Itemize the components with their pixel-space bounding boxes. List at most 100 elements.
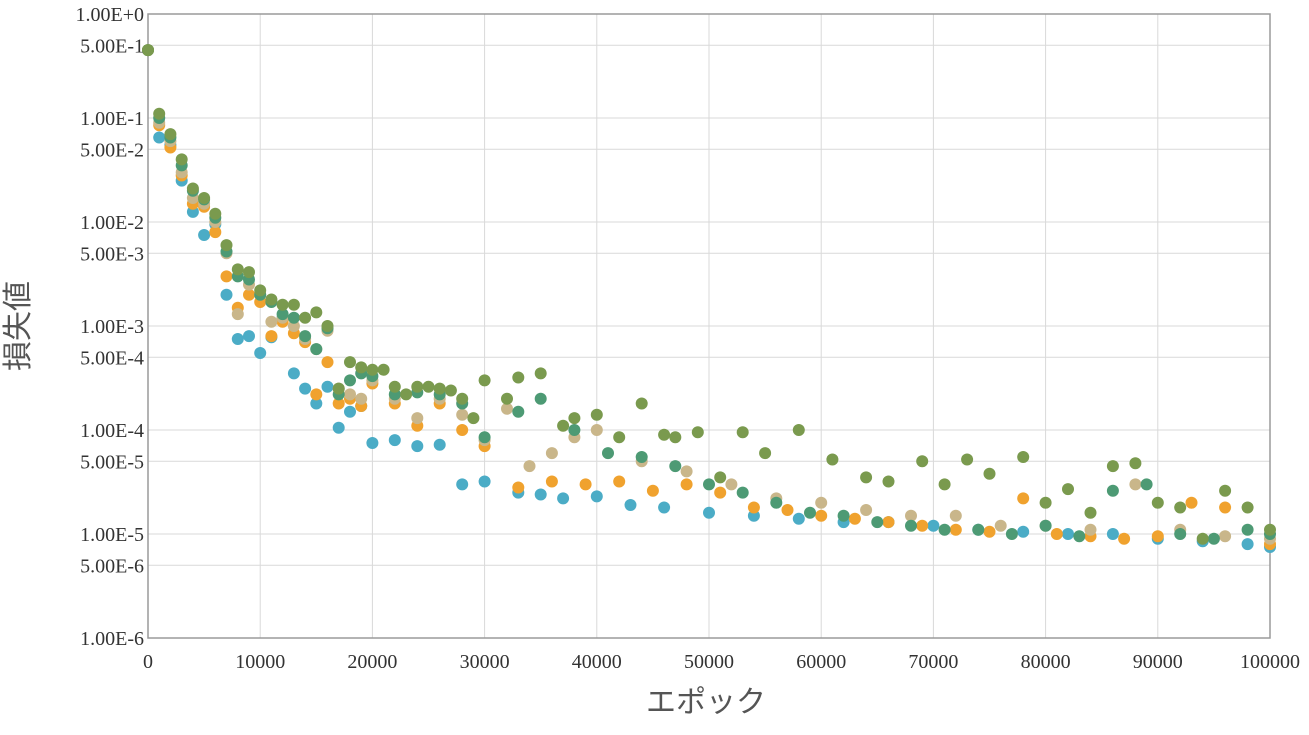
data-point	[1219, 501, 1232, 514]
data-point	[949, 523, 962, 536]
data-point	[265, 315, 278, 328]
data-point	[478, 475, 491, 488]
y-tick-label: 1.00E+0	[76, 4, 145, 26]
data-point	[691, 426, 704, 439]
data-point	[1151, 496, 1164, 509]
data-point	[972, 523, 985, 536]
data-point	[815, 509, 828, 522]
data-point	[882, 475, 895, 488]
data-point	[983, 467, 996, 480]
data-point	[198, 229, 211, 241]
data-point	[400, 388, 413, 401]
data-point	[388, 434, 401, 447]
data-point	[501, 402, 513, 415]
data-point	[198, 192, 211, 204]
data-point	[254, 347, 267, 359]
data-point	[186, 205, 199, 218]
data-point	[792, 512, 805, 525]
data-point	[265, 293, 278, 306]
x-tick-label: 10000	[235, 651, 285, 673]
x-tick-label: 0	[143, 651, 153, 673]
data-point	[175, 153, 188, 166]
data-point	[523, 460, 536, 473]
data-point	[1207, 532, 1220, 545]
y-tick-label: 1.00E-1	[80, 108, 144, 130]
series-5	[142, 44, 1276, 545]
data-point	[646, 484, 659, 497]
data-point	[792, 424, 805, 436]
data-point	[938, 523, 951, 536]
data-point	[1017, 451, 1030, 463]
data-point	[456, 424, 469, 436]
data-point	[635, 451, 648, 463]
x-tick-label: 50000	[684, 651, 734, 673]
data-point	[411, 380, 424, 393]
data-point	[815, 496, 828, 509]
plot-frame	[147, 13, 1271, 639]
data-point	[243, 288, 255, 301]
data-point	[994, 519, 1007, 532]
data-point	[770, 496, 783, 509]
data-point	[153, 131, 166, 144]
data-point	[1017, 525, 1030, 538]
data-point	[220, 288, 233, 301]
data-point	[1174, 528, 1187, 540]
data-point	[186, 182, 199, 195]
data-point	[860, 471, 873, 484]
data-point	[164, 128, 177, 141]
data-point	[265, 330, 278, 343]
data-point	[310, 343, 323, 356]
data-point	[590, 490, 603, 503]
data-point	[1106, 528, 1119, 540]
data-point	[579, 478, 592, 491]
data-point	[209, 226, 222, 239]
data-point	[422, 380, 435, 393]
data-point	[837, 509, 850, 522]
data-point	[478, 431, 491, 444]
data-point	[860, 504, 873, 516]
data-point	[332, 382, 345, 395]
data-point	[287, 311, 300, 324]
y-tick-label: 1.00E-4	[80, 420, 144, 442]
data-point	[1017, 492, 1030, 505]
data-point	[321, 380, 334, 393]
x-tick-label: 30000	[460, 651, 510, 673]
data-point	[848, 512, 861, 525]
data-point	[310, 388, 323, 401]
y-tick-label: 5.00E-4	[80, 347, 144, 369]
data-point	[804, 506, 816, 519]
data-points	[142, 44, 1276, 553]
y-axis-title: 損失値	[1, 281, 36, 371]
data-point	[613, 475, 626, 488]
data-point	[1129, 457, 1142, 470]
data-point	[276, 308, 289, 321]
data-point	[613, 431, 626, 444]
data-point	[871, 516, 884, 529]
data-point	[905, 519, 917, 532]
data-point	[624, 499, 637, 511]
data-point	[882, 516, 895, 529]
data-point	[287, 320, 300, 332]
y-tick-label: 5.00E-3	[80, 243, 144, 265]
data-point	[1219, 484, 1232, 497]
data-point	[557, 492, 570, 505]
data-point	[736, 486, 749, 499]
data-point	[916, 455, 929, 468]
data-point	[1084, 523, 1097, 536]
y-tick-label: 5.00E-1	[80, 35, 144, 57]
data-point	[590, 408, 603, 421]
data-point	[658, 428, 671, 441]
data-point	[231, 333, 244, 345]
data-point	[456, 408, 469, 421]
data-point	[287, 298, 300, 311]
data-point	[243, 266, 255, 279]
y-tick-label: 1.00E-3	[80, 316, 144, 338]
data-point	[411, 440, 424, 453]
data-point	[220, 239, 233, 252]
data-point	[1140, 478, 1153, 491]
gridlines	[148, 14, 1270, 638]
data-point	[310, 306, 323, 319]
data-point	[209, 207, 222, 220]
data-point	[1118, 532, 1131, 545]
data-point	[1073, 530, 1086, 543]
